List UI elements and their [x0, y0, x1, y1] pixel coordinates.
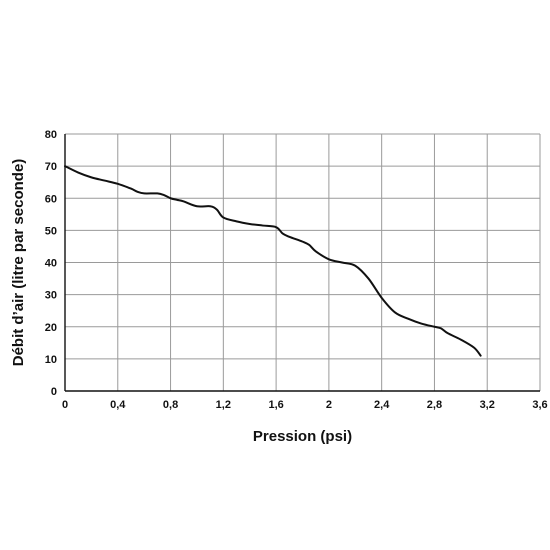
y-tick-label: 80	[45, 129, 57, 141]
series-line	[64, 165, 482, 357]
x-tick-label: 1,2	[216, 399, 231, 411]
x-tick-label: 0	[62, 399, 68, 411]
x-tick-label: 0,4	[110, 399, 126, 411]
grid	[65, 133, 541, 391]
y-tick-label: 70	[45, 161, 57, 173]
x-tick-label: 2,4	[374, 399, 390, 411]
x-tick-label: 2	[326, 399, 332, 411]
y-tick-label: 30	[45, 290, 57, 302]
x-tick-label: 1,6	[268, 399, 283, 411]
series-layer	[64, 165, 482, 357]
axes	[64, 134, 540, 392]
y-axis-title: Débit d’air (litre par seconde)	[10, 159, 27, 367]
x-tick-label: 0,8	[163, 399, 178, 411]
y-tick-label: 20	[45, 322, 57, 334]
y-tick-label: 0	[51, 386, 57, 398]
x-tick-label: 3,6	[532, 399, 547, 411]
y-tick-label: 50	[45, 225, 57, 237]
y-tick-label: 40	[45, 258, 57, 270]
y-tick-label: 60	[45, 193, 57, 205]
x-axis-title: Pression (psi)	[253, 428, 352, 445]
x-tick-label: 3,2	[480, 399, 495, 411]
tick-labels: 0 0,4 0,8 1,2 1,6 2 2,4 2,8 3,2 3,6 0 10 20 30 40 50 60 7…	[45, 129, 548, 411]
x-tick-label: 2,8	[427, 399, 442, 411]
y-tick-label: 10	[45, 354, 57, 366]
